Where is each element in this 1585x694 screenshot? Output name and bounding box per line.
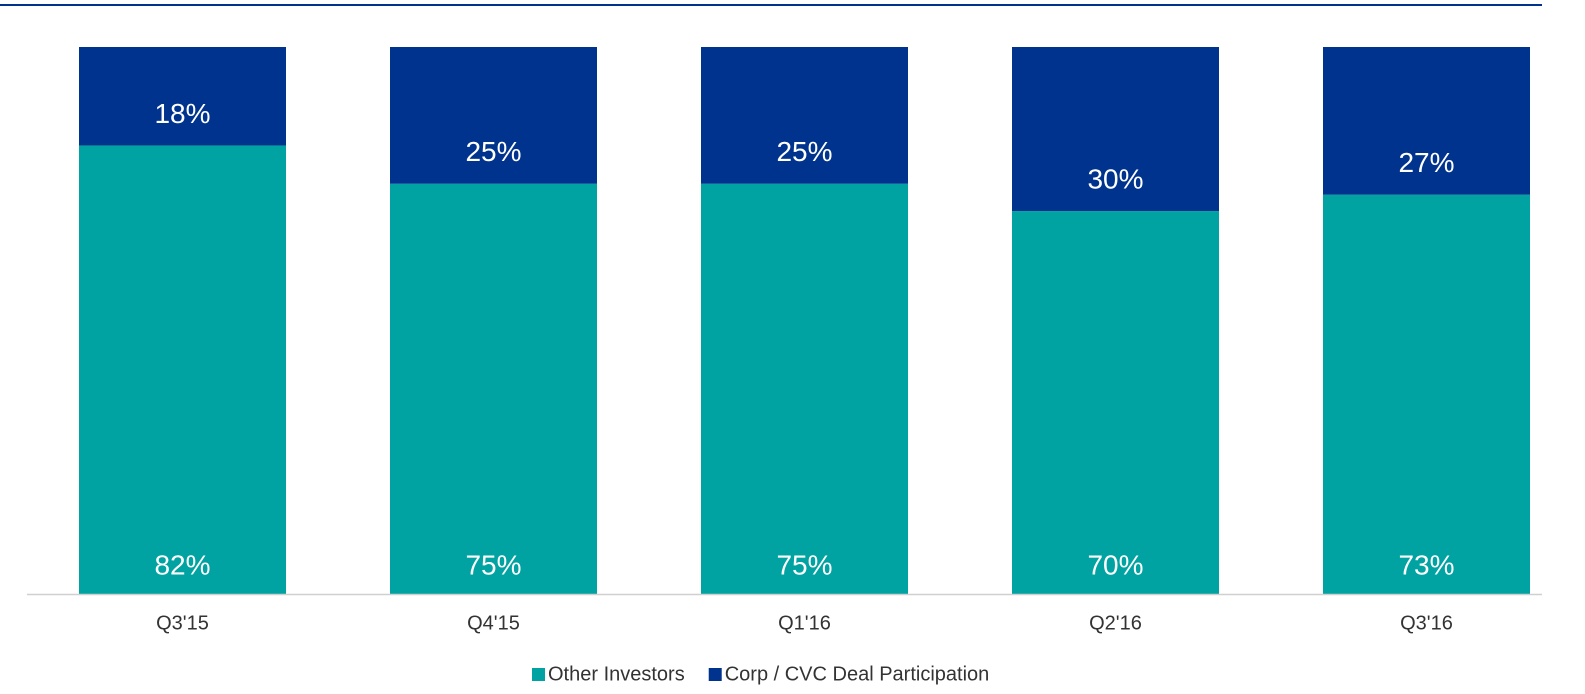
data-label: 30%	[1087, 163, 1143, 194]
legend-label: Other Investors	[548, 663, 685, 685]
bar-segment	[79, 145, 286, 594]
x-tick-label: Q4'15	[467, 612, 520, 634]
bar-segment	[1012, 211, 1219, 594]
bar-segment	[1323, 47, 1530, 195]
data-label: 70%	[1087, 549, 1143, 580]
data-label: 27%	[1398, 147, 1454, 178]
legend-swatch	[532, 668, 545, 681]
bar-segment	[79, 47, 286, 146]
bar-segment	[1323, 194, 1530, 594]
bar-segment	[1012, 47, 1219, 212]
bar-segment	[390, 183, 597, 594]
legend-label: Corp / CVC Deal Participation	[725, 663, 990, 685]
x-tick-label: Q1'16	[778, 612, 831, 634]
bar-segment	[390, 47, 597, 184]
data-label: 25%	[465, 136, 521, 167]
data-label: 82%	[154, 549, 210, 580]
x-tick-label: Q3'16	[1400, 612, 1453, 634]
legend-swatch	[708, 668, 722, 681]
x-tick-label: Q3'15	[156, 612, 209, 634]
bar-segment	[701, 183, 908, 594]
data-label: 75%	[465, 549, 521, 580]
data-label: 73%	[1398, 549, 1454, 580]
data-label: 25%	[776, 136, 832, 167]
bar-segment	[701, 47, 908, 184]
x-tick-label: Q2'16	[1089, 612, 1142, 634]
data-label: 75%	[776, 549, 832, 580]
data-label: 18%	[154, 98, 210, 129]
